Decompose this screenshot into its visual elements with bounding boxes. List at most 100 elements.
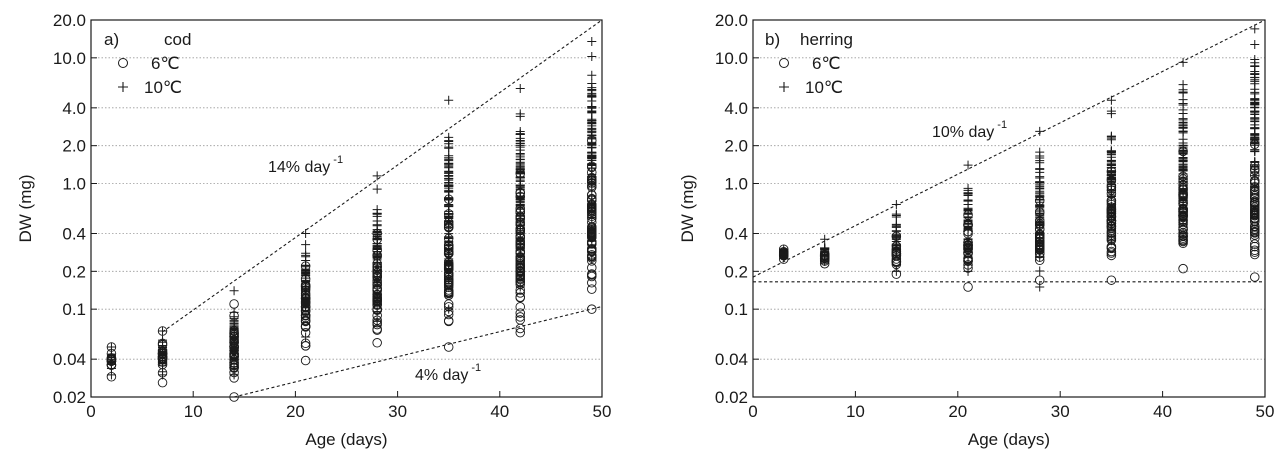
data-point-circle [300, 315, 311, 325]
data-point-plus [1106, 236, 1116, 246]
trend-line [233, 305, 603, 398]
y-tick-label: 0.02 [715, 388, 748, 407]
trend-line [162, 19, 603, 333]
data-point-circle [1250, 239, 1260, 249]
x-tick-label: 50 [1256, 402, 1275, 421]
data-point-plus [1106, 149, 1116, 159]
data-point-plus [372, 282, 382, 292]
data-point-circle [157, 377, 168, 388]
data-point-plus [444, 249, 454, 259]
data-point-plus [1178, 216, 1188, 226]
data-point-plus [444, 229, 454, 239]
data-point-plus [229, 334, 239, 344]
data-point-plus [515, 169, 525, 179]
data-point-plus [301, 332, 311, 342]
data-point-plus [1035, 214, 1045, 224]
data-point-plus [444, 194, 454, 204]
data-point-plus [515, 84, 525, 94]
data-point-plus [444, 274, 454, 284]
data-point-plus [372, 272, 382, 282]
y-tick-label: 0.04 [53, 350, 86, 369]
data-point-plus [515, 136, 525, 146]
data-point-plus [372, 249, 382, 259]
legend-label: 10℃ [805, 78, 843, 97]
data-point-plus [1178, 144, 1188, 154]
legend-marker-plus [779, 82, 789, 92]
y-axis-title: DW (mg) [678, 175, 697, 243]
legend-marker-circle [118, 58, 128, 68]
data-point-plus [372, 184, 382, 194]
data-point-circle [515, 302, 525, 312]
data-point-plus [1178, 162, 1188, 172]
data-point-circle [443, 342, 454, 352]
data-point-circle [515, 323, 525, 334]
y-tick-label: 0.02 [53, 388, 86, 407]
data-point-plus [1178, 193, 1188, 203]
data-point-plus [1250, 178, 1260, 188]
data-point-plus [372, 239, 382, 249]
trend-label-sup: -1 [997, 119, 1007, 131]
data-point-plus [1106, 192, 1116, 202]
data-point-plus [1178, 114, 1188, 124]
data-point-circle [443, 290, 454, 300]
data-point-circle [300, 321, 311, 332]
data-point-plus [444, 156, 454, 166]
panel-name: herring [800, 30, 853, 49]
data-point-circle [372, 338, 382, 348]
data-point-plus [444, 304, 454, 314]
data-point-plus [158, 361, 168, 371]
data-point-plus [515, 282, 525, 292]
data-point-plus [515, 188, 525, 198]
y-tick-label: 20.0 [53, 11, 86, 30]
data-point-plus [158, 326, 168, 336]
data-point-plus [444, 236, 454, 246]
y-tick-label: 0.2 [62, 262, 86, 281]
data-point-plus [587, 139, 597, 149]
x-tick-label: 40 [490, 402, 509, 421]
y-tick-label: 0.2 [724, 262, 748, 281]
y-tick-label: 0.1 [724, 300, 748, 319]
chart-panel-herring: 20.0 10.0 4.0 2.0 1.0 0.4 0.2 0.1 0.04 0.020 10 20 3… [678, 11, 1274, 449]
data-point-plus [444, 136, 454, 146]
data-point-plus [1250, 95, 1260, 105]
trend-label-sup: -1 [471, 362, 481, 374]
y-axis-title: DW (mg) [16, 175, 35, 243]
data-point-circle [515, 308, 525, 318]
data-point-plus [1250, 84, 1260, 94]
data-point-plus [891, 247, 901, 257]
y-tick-label: 0.4 [724, 225, 748, 244]
data-point-circle [443, 316, 454, 327]
data-point-circle [891, 256, 902, 266]
data-point-plus [515, 160, 525, 170]
data-point-plus [301, 303, 311, 313]
y-tick-label: 10.0 [715, 49, 748, 68]
data-point-plus [587, 196, 597, 206]
data-point-plus [515, 240, 525, 250]
data-point-plus [1250, 69, 1260, 79]
data-point-plus [1178, 99, 1188, 109]
y-tick-label: 4.0 [62, 99, 86, 118]
legend-label: 6℃ [812, 54, 841, 73]
trend-label-sup: -1 [333, 154, 343, 166]
data-point-plus [587, 70, 597, 80]
trend-label: 14% day [268, 159, 330, 176]
data-point-circle [1250, 272, 1260, 282]
data-point-plus [963, 160, 973, 170]
data-point-plus [301, 229, 311, 239]
data-point-plus [587, 51, 597, 61]
legend-label: 6℃ [151, 54, 180, 73]
data-point-plus [587, 172, 597, 182]
data-point-plus [963, 185, 973, 195]
data-point-plus [587, 36, 597, 46]
data-point-plus [444, 95, 454, 105]
data-point-plus [106, 342, 116, 352]
data-point-circle [515, 312, 525, 322]
data-point-circle [1250, 228, 1260, 238]
y-tick-label: 2.0 [724, 137, 748, 156]
data-point-plus [372, 316, 382, 326]
data-point-plus [1106, 95, 1116, 105]
x-axis-title: Age (days) [968, 430, 1050, 449]
data-point-plus [229, 349, 239, 359]
data-point-plus [587, 236, 597, 246]
x-tick-label: 0 [748, 402, 757, 421]
